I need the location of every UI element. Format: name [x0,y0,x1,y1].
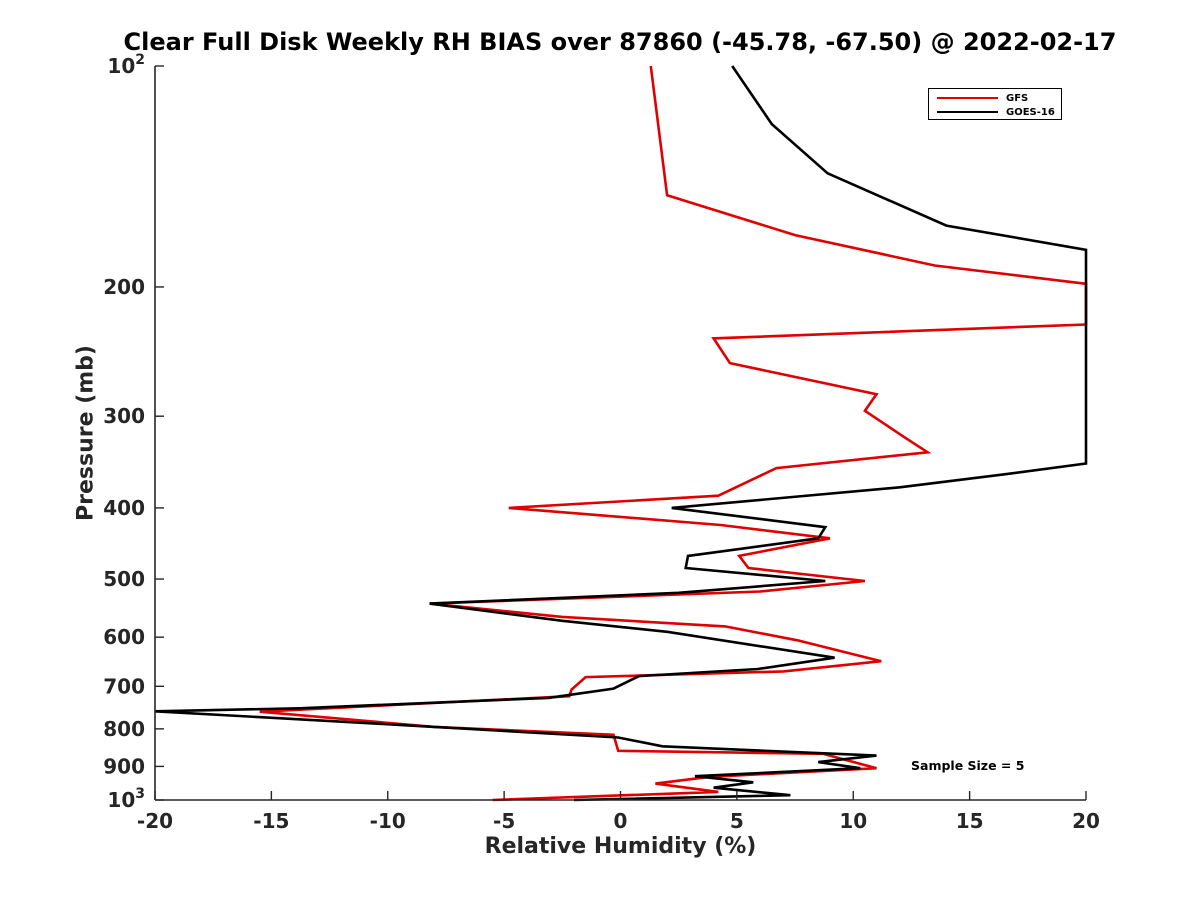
legend: GFS GOES-16 [928,88,1062,120]
y-tick-label: 900 [103,754,145,778]
series-layer [154,65,1088,802]
x-tick-label: -5 [493,809,515,833]
sample-size-annotation: Sample Size = 5 [911,758,1025,773]
y-axis-label: Pressure (mb) [73,345,99,521]
axes-layer [154,66,1086,801]
y-tick-label: 102 [107,52,145,78]
series-line-gfs [259,65,1088,802]
legend-swatch-gfs [937,97,998,99]
ticks-layer: -20 -15 -10 -5 0 5 10 15 20 102 200 300 400 500 600 700… [103,52,1100,833]
y-tick-label: 500 [103,567,145,591]
x-tick-label: -10 [370,809,406,833]
y-tick-label: 103 [107,786,145,812]
y-tick-label: 200 [103,275,145,299]
x-axis-label: Relative Humidity (%) [484,834,757,859]
x-tick-label: -20 [137,809,173,833]
legend-swatch-goes16 [937,111,998,113]
legend-label-goes16: GOES-16 [1006,106,1055,118]
y-tick-label: 800 [103,717,145,741]
x-tick-label: 15 [956,809,984,833]
x-tick-label: 5 [730,809,744,833]
chart-title: Clear Full Disk Weekly RH BIAS over 8786… [123,28,1117,56]
series-line-goes16 [154,65,1088,802]
legend-entry-gfs: GFS [937,91,1028,105]
x-tick-label: 20 [1072,809,1100,833]
x-tick-label: -15 [253,809,289,833]
y-tick-label: 300 [103,404,145,428]
x-tick-label: 0 [614,809,628,833]
legend-entry-goes16: GOES-16 [937,105,1055,119]
y-tick-label: 700 [103,674,145,698]
y-tick-label: 400 [103,496,145,520]
y-tick-label: 600 [103,625,145,649]
legend-label-gfs: GFS [1006,92,1029,104]
x-tick-label: 10 [839,809,867,833]
